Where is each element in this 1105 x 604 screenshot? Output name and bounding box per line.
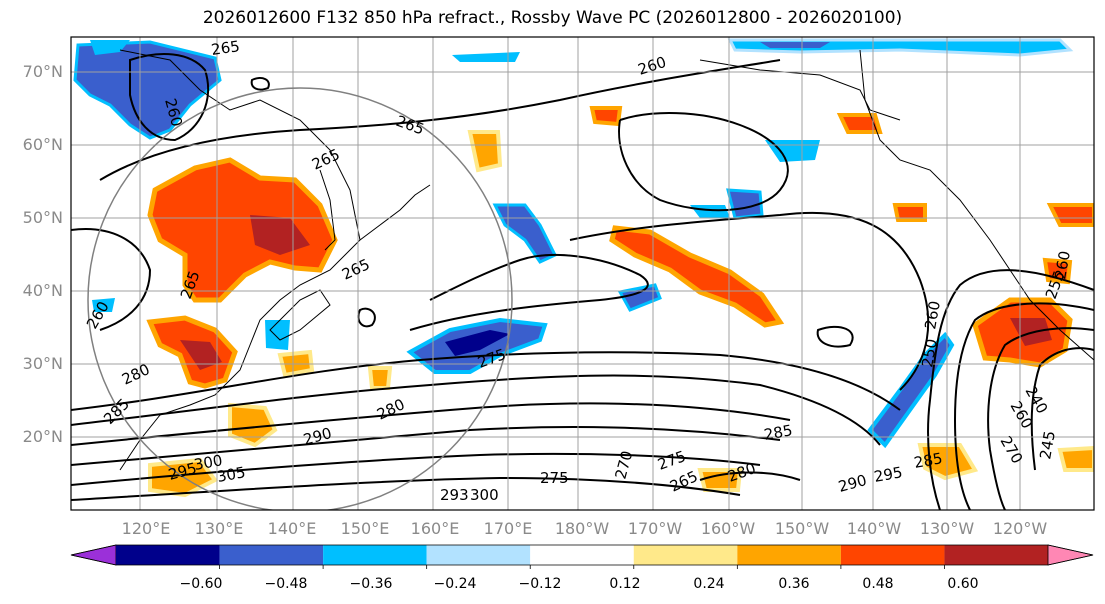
lon-label-130w: 130°W (919, 519, 975, 538)
colorbar-tick: 0.24 (693, 576, 725, 592)
colorbar-tick: −0.12 (518, 576, 562, 592)
negative-anomaly-region (867, 331, 955, 449)
colorbar (70, 544, 1094, 569)
contour-label: 250 (918, 337, 941, 368)
graticule (71, 37, 1094, 510)
colorbar-tick: −0.24 (433, 576, 477, 592)
contour-label: 295 (873, 463, 904, 486)
contour-label: 275 (655, 447, 688, 474)
negative-anomaly-region (92, 298, 115, 312)
contour-label: 265 (667, 467, 701, 495)
reference-circle (87, 87, 513, 510)
positive-anomaly-region (1057, 445, 1094, 472)
lat-label-40n: 40°N (22, 281, 63, 300)
lat-label-60n: 60°N (22, 135, 63, 154)
positive-anomaly-region (180, 340, 222, 370)
colorbar-tick: 0.60 (947, 576, 979, 592)
page-title: 2026012600 F132 850 hPa refract., Rossby… (202, 8, 903, 28)
positive-anomaly-region (589, 106, 623, 127)
colorbar-extend-high (1047, 544, 1094, 566)
contour-label: 285 (763, 421, 794, 444)
colorbar-tick: −0.36 (349, 576, 393, 592)
colorbar-outline (70, 544, 1094, 566)
positive-anomaly-region (147, 157, 338, 303)
lon-label-140w: 140°W (846, 519, 902, 538)
negative-anomaly-region (492, 203, 558, 264)
contour-label: 270 (611, 449, 636, 481)
contour-label: 265 (309, 145, 343, 173)
negative-anomaly-region (445, 330, 510, 356)
negative-anomaly-region (690, 205, 730, 218)
contour-label: 260 (921, 299, 944, 330)
contour-label: 275 (540, 469, 569, 487)
lat-label-70n: 70°N (22, 62, 63, 81)
colorbar-segment (323, 545, 427, 565)
contour-lines (71, 53, 1094, 510)
lon-label-160w: 160°W (700, 519, 756, 538)
colorbar-tick: −0.60 (179, 576, 223, 592)
negative-anomaly-region (90, 40, 130, 55)
contour-label: 285 (913, 449, 944, 472)
lon-label-120e: 120°E (121, 519, 171, 538)
colorbar-tick: 0.48 (862, 576, 894, 592)
lon-label-150w: 150°W (774, 519, 830, 538)
lon-label-170e: 170°E (483, 519, 533, 538)
positive-anomaly-region (697, 468, 743, 492)
lon-label-170w: 170°W (627, 519, 683, 538)
lon-label-120w: 120°W (992, 519, 1048, 538)
contour-label: 265 (394, 112, 427, 139)
colorbar-tick: 0.36 (778, 576, 810, 592)
colorbar-segment (840, 545, 945, 565)
positive-anomaly-region (836, 113, 883, 134)
colorbar-tick: −0.48 (264, 576, 308, 592)
coastlines (119, 49, 1094, 471)
lon-label-150e: 150°E (340, 519, 390, 538)
contour-label: 245 (1036, 429, 1059, 460)
contour-label: 280 (725, 459, 758, 486)
contour-label: 265 (210, 37, 241, 59)
positive-anomaly-region (892, 203, 927, 222)
lat-label-20n: 20°N (22, 427, 63, 446)
positive-anomaly-region (250, 215, 310, 255)
colorbar-segment (944, 545, 1048, 565)
lon-label-140e: 140°E (267, 519, 317, 538)
contour-label: 290 (301, 424, 333, 449)
positive-anomaly-region (1046, 203, 1094, 227)
contour-label: 265 (339, 255, 373, 283)
colorbar-segment (633, 545, 738, 565)
map-frame (70, 36, 1095, 511)
colorbar-segment (219, 545, 324, 565)
negative-anomaly-region (760, 42, 830, 48)
contour-label: 293 (440, 486, 469, 504)
contour-label: 280 (374, 395, 408, 423)
colorbar-segment (530, 545, 634, 565)
colorbar-segment (737, 545, 841, 565)
contour-label: 260 (1051, 249, 1074, 280)
colorbar-extend-low (70, 544, 117, 566)
colorbar-tick: 0.12 (609, 576, 641, 592)
lon-label-180w: 180°W (554, 519, 610, 538)
colorbar-segment (116, 545, 220, 565)
contour-label: 260 (636, 53, 669, 79)
negative-anomaly-region (265, 320, 290, 350)
lon-label-160e: 160°E (410, 519, 460, 538)
contour-label: 300 (470, 486, 499, 504)
positive-anomaly-region (609, 225, 785, 328)
contour-label: 300 (193, 451, 224, 474)
lat-label-30n: 30°N (22, 354, 63, 373)
contour-label: 305 (216, 463, 247, 486)
negative-anomaly-region (73, 40, 222, 140)
lat-label-50n: 50°N (22, 208, 63, 227)
positive-anomaly-region (367, 366, 393, 390)
colorbar-segment (426, 545, 531, 565)
contour-label: 290 (836, 471, 868, 496)
negative-anomaly-region (452, 52, 520, 62)
lon-label-130e: 130°E (194, 519, 244, 538)
negative-anomaly-region (617, 283, 662, 312)
contour-label: 270 (997, 433, 1027, 467)
positive-anomaly-region (467, 130, 503, 173)
